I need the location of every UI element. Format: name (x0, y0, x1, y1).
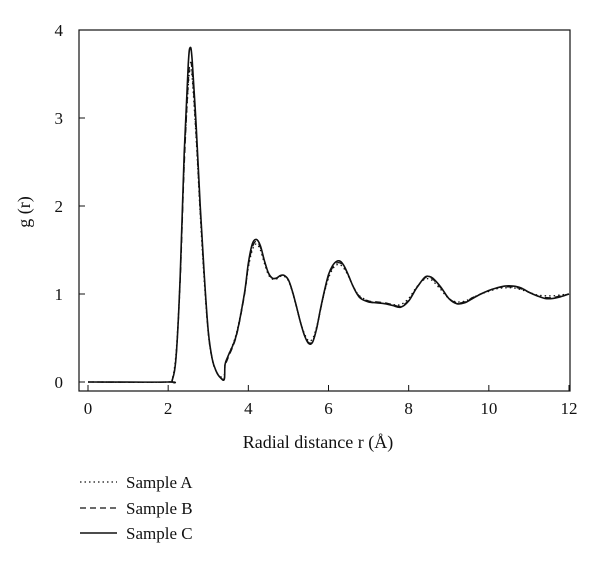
series-lines (87, 46, 570, 384)
y-axis-label: g (r) (14, 196, 35, 227)
y-tick-label: 1 (55, 285, 64, 304)
x-tick-label: 12 (561, 399, 578, 418)
x-tick-label: 4 (244, 399, 253, 418)
x-tick-label: 6 (324, 399, 333, 418)
series-line-sample-c (87, 46, 570, 384)
y-tick-label: 4 (55, 21, 64, 40)
legend-label-sample-a: Sample A (126, 473, 193, 492)
legend-label-sample-c: Sample C (126, 524, 193, 543)
x-tick-label: 8 (404, 399, 413, 418)
x-tick-label: 10 (480, 399, 497, 418)
plot-frame (78, 29, 571, 392)
series-line-sample-b (87, 61, 570, 384)
legend: Sample A Sample B Sample C (80, 473, 193, 543)
x-axis-label: Radial distance r (Å) (243, 432, 393, 453)
y-tick-label: 3 (55, 109, 64, 128)
x-tick-label: 0 (84, 399, 93, 418)
y-tick-label: 2 (55, 197, 64, 216)
x-tick-label: 2 (164, 399, 173, 418)
legend-label-sample-b: Sample B (126, 499, 193, 518)
series-line-sample-a (87, 67, 570, 384)
y-tick-label: 0 (55, 373, 64, 392)
